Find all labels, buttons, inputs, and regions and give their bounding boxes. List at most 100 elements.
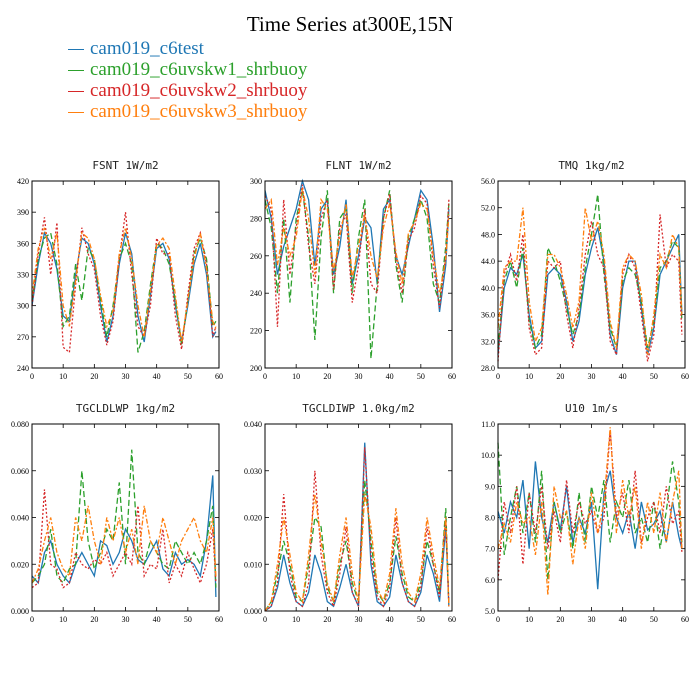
chart-title: Time Series at300E,15N bbox=[246, 12, 454, 36]
panel: TGCLDLWP 1kg/m2 0.000 0.020 0.040 0.060 0.080… bbox=[11, 402, 223, 624]
y-tick-label: 28.0 bbox=[481, 364, 495, 373]
x-tick-label: 20 bbox=[323, 372, 331, 381]
x-tick-label: 20 bbox=[556, 615, 564, 624]
y-tick-label: 44.0 bbox=[481, 257, 495, 266]
x-tick-label: 0 bbox=[30, 372, 34, 381]
y-tick-label: 300 bbox=[17, 302, 29, 311]
x-tick-label: 30 bbox=[355, 372, 363, 381]
panel-title: TGCLDIWP 1.0kg/m2 bbox=[302, 402, 415, 415]
y-tick-label: 0.010 bbox=[244, 560, 262, 569]
y-tick-label: 200 bbox=[250, 364, 262, 373]
y-tick-label: 0.000 bbox=[244, 607, 262, 616]
y-tick-label: 10.0 bbox=[481, 451, 495, 460]
y-tick-label: 280 bbox=[250, 214, 262, 223]
x-tick-label: 40 bbox=[153, 615, 161, 624]
x-tick-label: 30 bbox=[588, 372, 596, 381]
y-tick-label: 40.0 bbox=[481, 284, 495, 293]
x-tick-label: 50 bbox=[650, 372, 658, 381]
x-tick-label: 50 bbox=[650, 615, 658, 624]
panel-title: FSNT 1W/m2 bbox=[92, 159, 158, 172]
x-tick-label: 20 bbox=[90, 615, 98, 624]
y-tick-label: 0.030 bbox=[244, 467, 262, 476]
legend-swatch bbox=[68, 70, 84, 72]
x-tick-label: 30 bbox=[588, 615, 596, 624]
panel-title: U10 1m/s bbox=[565, 402, 618, 415]
y-tick-label: 0.020 bbox=[244, 514, 262, 523]
x-tick-label: 60 bbox=[448, 372, 456, 381]
series-line bbox=[31, 505, 217, 584]
series-line bbox=[31, 231, 217, 343]
x-tick-label: 60 bbox=[681, 372, 689, 381]
x-tick-label: 60 bbox=[215, 372, 223, 381]
series-line bbox=[31, 231, 217, 353]
x-tick-label: 40 bbox=[386, 615, 394, 624]
y-tick-label: 8.0 bbox=[485, 514, 495, 523]
x-tick-label: 40 bbox=[619, 615, 627, 624]
x-tick-label: 40 bbox=[153, 372, 161, 381]
x-tick-label: 0 bbox=[496, 372, 500, 381]
panel: TGCLDIWP 1.0kg/m2 0.000 0.010 0.020 0.030 0.0… bbox=[244, 402, 456, 624]
panel: TMQ 1kg/m2 28.0 32.0 36.0 40.0 44.0 48.0 52.0 56… bbox=[481, 159, 689, 381]
x-tick-label: 50 bbox=[417, 372, 425, 381]
x-tick-label: 30 bbox=[122, 615, 130, 624]
y-tick-label: 270 bbox=[17, 333, 29, 342]
x-tick-label: 20 bbox=[556, 372, 564, 381]
series-line bbox=[497, 461, 683, 590]
legend-item: cam019_c6uvskw1_shrbuoy bbox=[68, 59, 307, 80]
series-line bbox=[497, 207, 683, 355]
x-tick-label: 0 bbox=[496, 615, 500, 624]
legend: cam019_c6test cam019_c6uvskw1_shrbuoy ca… bbox=[68, 38, 307, 122]
y-tick-label: 0.000 bbox=[11, 607, 29, 616]
series-line bbox=[497, 430, 683, 580]
legend-label: cam019_c6uvskw1_shrbuoy bbox=[90, 59, 308, 80]
y-tick-label: 360 bbox=[17, 239, 29, 248]
x-tick-label: 20 bbox=[323, 615, 331, 624]
panel: U10 1m/s 5.0 6.0 7.0 8.0 9.0 10.0 11.0 0 10 20 30 40… bbox=[481, 402, 689, 624]
y-tick-label: 0.080 bbox=[11, 420, 29, 429]
x-tick-label: 50 bbox=[417, 615, 425, 624]
y-tick-label: 330 bbox=[17, 271, 29, 280]
y-tick-label: 0.040 bbox=[11, 514, 29, 523]
x-tick-label: 20 bbox=[90, 372, 98, 381]
y-tick-label: 6.0 bbox=[485, 576, 495, 585]
x-tick-label: 30 bbox=[122, 372, 130, 381]
legend-label: cam019_c6uvskw2_shrbuoy bbox=[90, 80, 308, 101]
series-line bbox=[264, 447, 450, 612]
x-tick-label: 40 bbox=[619, 372, 627, 381]
legend-swatch bbox=[68, 112, 84, 114]
x-tick-label: 50 bbox=[184, 372, 192, 381]
y-tick-label: 300 bbox=[250, 177, 262, 186]
legend-swatch bbox=[68, 91, 84, 93]
panel-title: TMQ 1kg/m2 bbox=[558, 159, 624, 172]
legend-label: cam019_c6test bbox=[90, 38, 204, 59]
legend-label: cam019_c6uvskw3_shrbuoy bbox=[90, 101, 308, 122]
series-line bbox=[497, 427, 683, 596]
x-tick-label: 60 bbox=[215, 615, 223, 624]
y-tick-label: 9.0 bbox=[485, 482, 495, 491]
y-tick-label: 7.0 bbox=[485, 545, 495, 554]
x-tick-label: 10 bbox=[292, 615, 300, 624]
y-tick-label: 220 bbox=[250, 327, 262, 336]
series-line bbox=[31, 212, 217, 354]
plot-frame bbox=[264, 180, 453, 369]
y-tick-label: 0.040 bbox=[244, 420, 262, 429]
y-tick-label: 0.020 bbox=[11, 560, 29, 569]
series-line bbox=[31, 227, 217, 343]
plot-frame bbox=[31, 423, 220, 612]
panel-title: FLNT 1W/m2 bbox=[325, 159, 391, 172]
series-line bbox=[31, 475, 217, 597]
y-tick-label: 390 bbox=[17, 208, 29, 217]
panel-title: TGCLDLWP 1kg/m2 bbox=[76, 402, 175, 415]
x-tick-label: 10 bbox=[59, 615, 67, 624]
y-tick-label: 36.0 bbox=[481, 311, 495, 320]
series-line bbox=[264, 494, 450, 612]
x-tick-label: 50 bbox=[184, 615, 192, 624]
panel: FSNT 1W/m2 240 270 300 330 360 390 420 0 10 20 30 40… bbox=[17, 159, 223, 381]
x-tick-label: 0 bbox=[263, 615, 267, 624]
y-tick-label: 240 bbox=[17, 364, 29, 373]
y-tick-label: 56.0 bbox=[481, 177, 495, 186]
x-tick-label: 10 bbox=[525, 372, 533, 381]
plot-frame bbox=[497, 423, 686, 612]
x-tick-label: 60 bbox=[448, 615, 456, 624]
